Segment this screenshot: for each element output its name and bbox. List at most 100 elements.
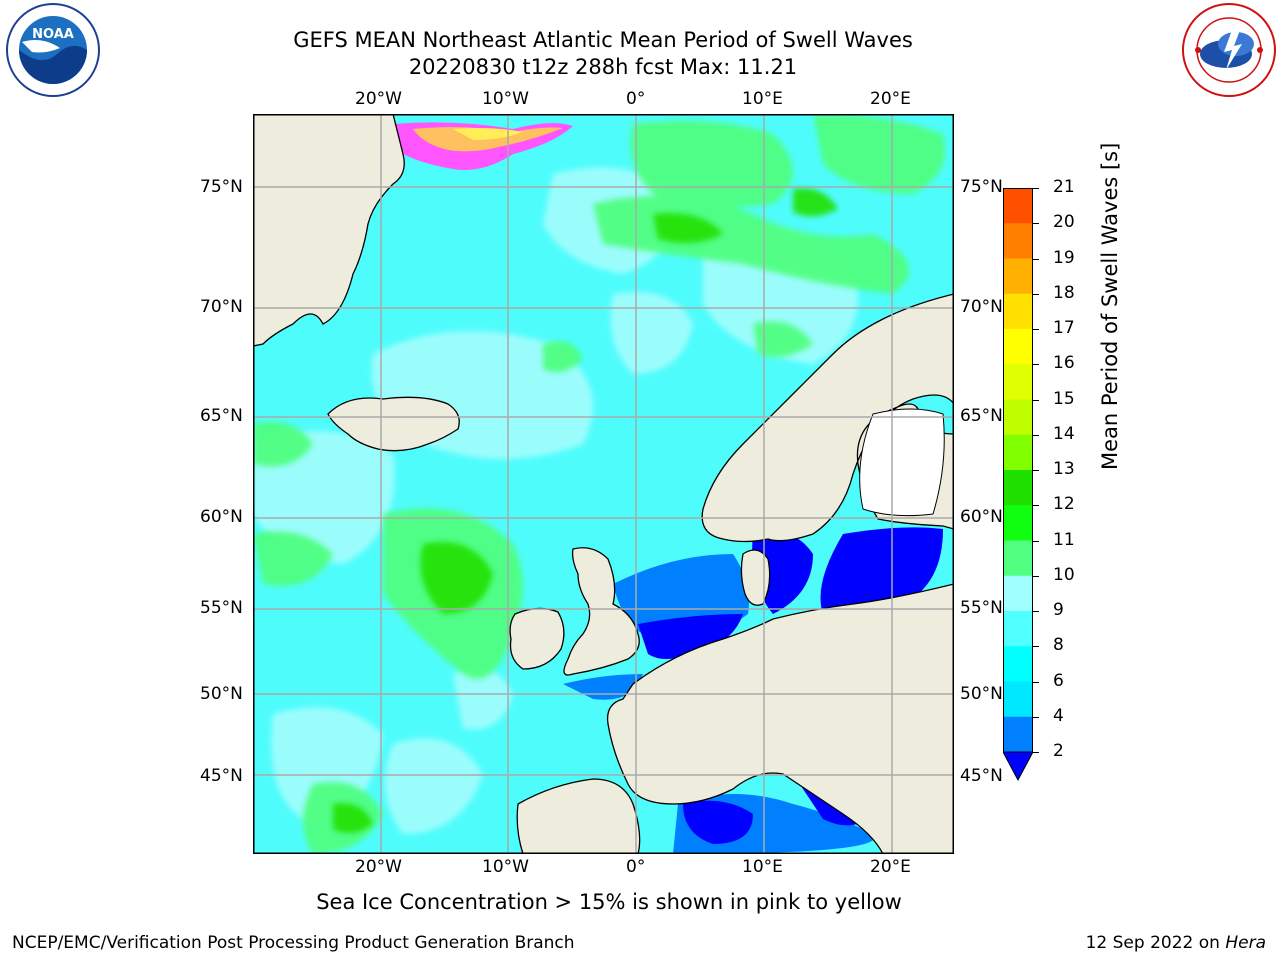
- colorbar-swatch: [1003, 575, 1033, 612]
- colorbar-tick-label: 15: [1053, 388, 1075, 409]
- lon-label-top: 20°E: [870, 89, 911, 109]
- gulf-of-bothnia-no-data: [859, 408, 945, 517]
- lat-label-left: 45°N: [200, 766, 243, 786]
- colorbar-frame: [1003, 188, 1033, 753]
- lat-label-left: 70°N: [200, 297, 243, 317]
- colorbar-tick-label: 20: [1053, 212, 1075, 233]
- lat-label-right: 55°N: [960, 598, 1003, 618]
- lat-label-left: 55°N: [200, 598, 243, 618]
- colorbar-tick-mark: [1033, 752, 1039, 753]
- colorbar-tick-mark: [1033, 188, 1039, 189]
- colorbar-swatch: [1003, 223, 1033, 259]
- lon-label-bottom: 0°: [626, 857, 646, 877]
- swell-10-11s-core: [333, 188, 838, 833]
- colorbar-extension-triangle: [1002, 751, 1034, 782]
- host-name: Hera: [1225, 933, 1266, 953]
- colorbar-tick-mark: [1033, 470, 1039, 471]
- colorbar-tick-mark: [1033, 399, 1039, 401]
- colorbar-swatch: [1003, 505, 1033, 541]
- lat-label-right: 60°N: [960, 507, 1003, 527]
- greenland: [253, 114, 405, 347]
- denmark: [740, 549, 771, 606]
- colorbar-swatch: [1003, 434, 1033, 471]
- colorbar-tick-label: 2: [1053, 741, 1064, 761]
- producer-credit: NCEP/EMC/Verification Post Processing Pr…: [12, 933, 575, 953]
- colorbar-label: Mean Period of Swell Waves [s]: [1098, 142, 1122, 470]
- colorbar-swatch: [1003, 540, 1033, 577]
- colorbar-tick-label: 18: [1053, 282, 1075, 303]
- colorbar-tick-mark: [1033, 293, 1039, 295]
- colorbar-tick-label: 11: [1053, 529, 1075, 550]
- colorbar-tick-label: 16: [1053, 353, 1075, 374]
- colorbar: [1002, 188, 1034, 782]
- lon-label-top: 0°: [626, 89, 646, 109]
- generation-date-text: 12 Sep 2022 on: [1085, 933, 1226, 953]
- lat-label-left: 60°N: [200, 507, 243, 527]
- lat-label-left: 50°N: [200, 684, 243, 704]
- national-weather-service-logo-icon: [1180, 2, 1278, 98]
- colorbar-swatch: [1003, 470, 1033, 506]
- lat-label-right: 75°N: [960, 177, 1003, 197]
- map-subtitle: 20220830 t12z 288h fcst Max: 11.21: [408, 55, 798, 79]
- colorbar-swatch: [1003, 681, 1033, 718]
- generation-date: 12 Sep 2022 on Hera: [1086, 933, 1266, 953]
- lon-label-top: 10°E: [742, 89, 783, 109]
- colorbar-swatch: [1003, 364, 1033, 400]
- colorbar-tick-label: 6: [1053, 670, 1064, 691]
- swell-period-map: [253, 114, 954, 854]
- lat-label-left: 65°N: [200, 406, 243, 426]
- lon-label-top: 20°W: [355, 89, 402, 109]
- colorbar-tick-label: 14: [1053, 423, 1075, 444]
- lon-label-bottom: 20°E: [870, 857, 911, 877]
- lat-label-right: 70°N: [960, 297, 1003, 317]
- colorbar-swatch: [1003, 611, 1033, 647]
- colorbar-tick-label: 19: [1053, 247, 1075, 268]
- sea-ice-caption: Sea Ice Concentration > 15% is shown in …: [316, 890, 902, 914]
- colorbar-tick-mark: [1033, 611, 1039, 612]
- noaa-logo-icon: NOAA: [2, 2, 104, 98]
- colorbar-tick-mark: [1033, 505, 1039, 507]
- iceland: [327, 396, 460, 452]
- lat-label-right: 45°N: [960, 766, 1003, 786]
- colorbar-tick-mark: [1033, 329, 1039, 330]
- colorbar-swatch: [1003, 293, 1033, 330]
- colorbar-tick-label: 21: [1053, 177, 1075, 197]
- lon-label-bottom: 10°E: [742, 857, 783, 877]
- colorbar-tick-mark: [1033, 258, 1039, 260]
- colorbar-swatch: [1003, 329, 1033, 365]
- colorbar-swatch: [1003, 258, 1033, 295]
- lon-label-bottom: 20°W: [355, 857, 402, 877]
- colorbar-tick-mark: [1033, 646, 1039, 648]
- colorbar-tick-label: 10: [1053, 564, 1075, 585]
- colorbar-swatch: [1003, 188, 1033, 224]
- colorbar-swatches: [1002, 188, 1034, 782]
- colorbar-tick-mark: [1033, 716, 1039, 718]
- lon-label-bottom: 10°W: [482, 857, 529, 877]
- graticule: [253, 114, 954, 854]
- colorbar-tick-mark: [1033, 681, 1039, 683]
- colorbar-tick-mark: [1033, 223, 1039, 225]
- iberia: [516, 778, 641, 854]
- colorbar-tick-mark: [1033, 434, 1039, 436]
- colorbar-tick-label: 13: [1053, 459, 1075, 479]
- colorbar-tick-label: 12: [1053, 494, 1075, 515]
- colorbar-tick-label: 9: [1053, 600, 1064, 620]
- map-frame: [253, 114, 954, 854]
- lat-label-left: 75°N: [200, 177, 243, 197]
- lat-label-right: 50°N: [960, 684, 1003, 704]
- colorbar-tick-label: 17: [1053, 318, 1075, 338]
- colorbar-swatch: [1003, 399, 1033, 436]
- lon-label-top: 10°W: [482, 89, 529, 109]
- lat-label-right: 65°N: [960, 406, 1003, 426]
- colorbar-tick-label: 4: [1053, 705, 1064, 726]
- colorbar-tick-mark: [1033, 575, 1039, 577]
- colorbar-swatch: [1003, 716, 1033, 753]
- great-britain: [563, 547, 640, 676]
- map-title: GEFS MEAN Northeast Atlantic Mean Period…: [293, 28, 913, 52]
- colorbar-swatch: [1003, 646, 1033, 682]
- colorbar-tick-label: 8: [1053, 635, 1064, 656]
- colorbar-tick-mark: [1033, 364, 1039, 366]
- colorbar-tick-mark: [1033, 540, 1039, 542]
- noaa-logo-text: NOAA: [32, 27, 74, 42]
- ireland: [509, 607, 565, 670]
